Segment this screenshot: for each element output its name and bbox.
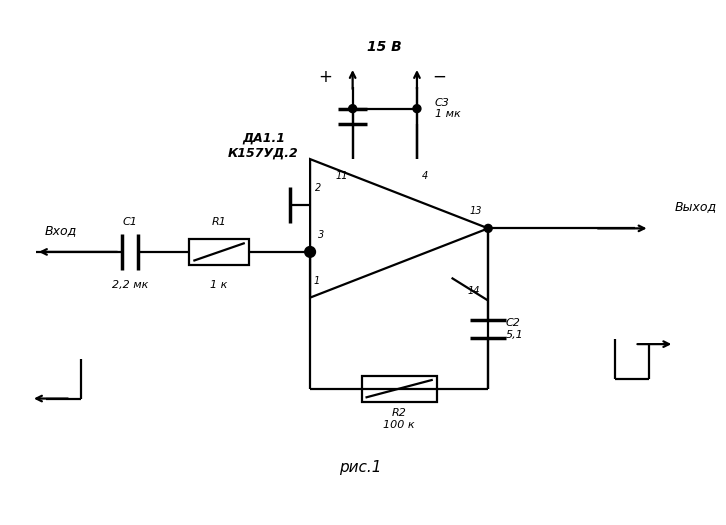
Text: 15 В: 15 В (367, 40, 401, 54)
Text: Выход: Выход (674, 201, 717, 214)
Text: R2
100 к: R2 100 к (383, 408, 415, 430)
Text: 4: 4 (422, 171, 428, 181)
Text: +: + (318, 68, 332, 86)
Text: 1: 1 (314, 276, 320, 286)
Text: ДА1.1
К157УД.2: ДА1.1 К157УД.2 (228, 131, 299, 160)
Circle shape (484, 224, 492, 233)
Text: C2
5,1: C2 5,1 (506, 319, 523, 340)
Text: 2,2 мк: 2,2 мк (112, 280, 148, 290)
Text: 14: 14 (468, 286, 481, 296)
Text: 1 к: 1 к (211, 280, 228, 290)
Text: рис.1: рис.1 (339, 460, 382, 475)
Text: 13: 13 (470, 206, 482, 216)
Circle shape (413, 104, 421, 112)
Text: C3
1 мк: C3 1 мк (435, 98, 460, 120)
Text: R1: R1 (211, 217, 227, 227)
Text: 11: 11 (335, 171, 348, 181)
Text: C1: C1 (123, 217, 137, 227)
Text: 3: 3 (318, 230, 325, 240)
Circle shape (306, 248, 314, 256)
Text: 2: 2 (315, 183, 322, 193)
Text: Вход: Вход (44, 224, 77, 237)
Bar (189, 239, 249, 265)
Text: −: − (432, 68, 446, 86)
Bar (362, 376, 437, 402)
Circle shape (348, 104, 356, 112)
